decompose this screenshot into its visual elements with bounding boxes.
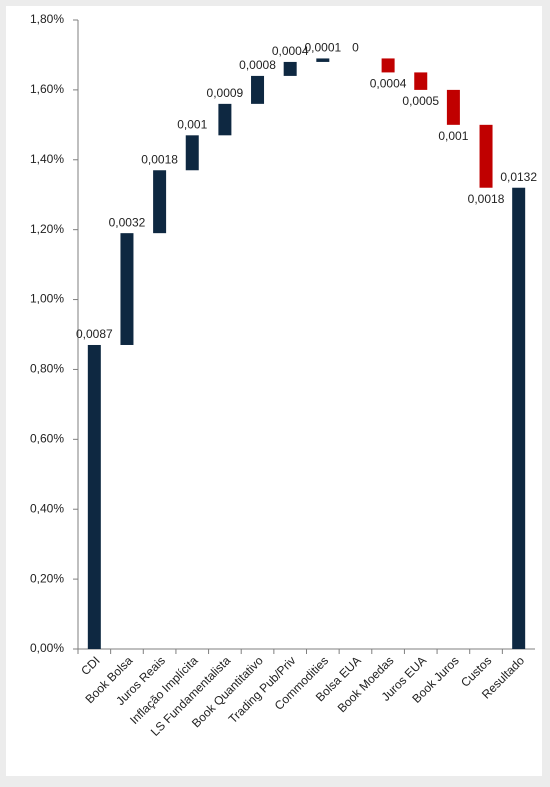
y-tick-label: 0,00% bbox=[30, 641, 64, 655]
y-tick-label: 0,80% bbox=[30, 362, 64, 376]
bar bbox=[153, 170, 167, 234]
bar bbox=[479, 124, 493, 188]
data-label: 0,0018 bbox=[141, 152, 178, 166]
data-label: 0,0009 bbox=[207, 86, 244, 100]
bar bbox=[283, 61, 297, 76]
y-tick-label: 1,60% bbox=[30, 82, 64, 96]
data-label: 0,0008 bbox=[239, 58, 276, 72]
data-label: 0,0004 bbox=[370, 77, 407, 91]
bar bbox=[218, 103, 232, 136]
bar bbox=[120, 233, 134, 345]
data-label: 0,001 bbox=[438, 129, 468, 143]
bar bbox=[414, 72, 428, 90]
bar bbox=[446, 89, 460, 125]
bar bbox=[251, 75, 265, 104]
bar bbox=[316, 58, 330, 62]
y-tick-label: 1,80% bbox=[30, 12, 64, 26]
bar bbox=[381, 58, 395, 73]
y-tick-label: 0,20% bbox=[30, 571, 64, 585]
data-label: 0,001 bbox=[177, 117, 207, 131]
y-tick-label: 1,40% bbox=[30, 152, 64, 166]
y-tick-label: 1,20% bbox=[30, 222, 64, 236]
bar bbox=[512, 187, 526, 649]
data-label: 0,0004 bbox=[272, 44, 309, 58]
data-label: 0,0005 bbox=[402, 94, 439, 108]
data-label: 0,0032 bbox=[109, 215, 146, 229]
data-label: 0,0001 bbox=[304, 41, 341, 55]
bar bbox=[87, 344, 101, 649]
y-tick-label: 0,40% bbox=[30, 501, 64, 515]
data-label: 0 bbox=[352, 41, 359, 55]
y-tick-label: 1,00% bbox=[30, 292, 64, 306]
y-tick-label: 0,60% bbox=[30, 432, 64, 446]
data-label: 0,0132 bbox=[500, 170, 537, 184]
data-label: 0,0087 bbox=[76, 327, 113, 341]
data-label: 0,0018 bbox=[468, 192, 505, 206]
bar bbox=[185, 135, 199, 171]
